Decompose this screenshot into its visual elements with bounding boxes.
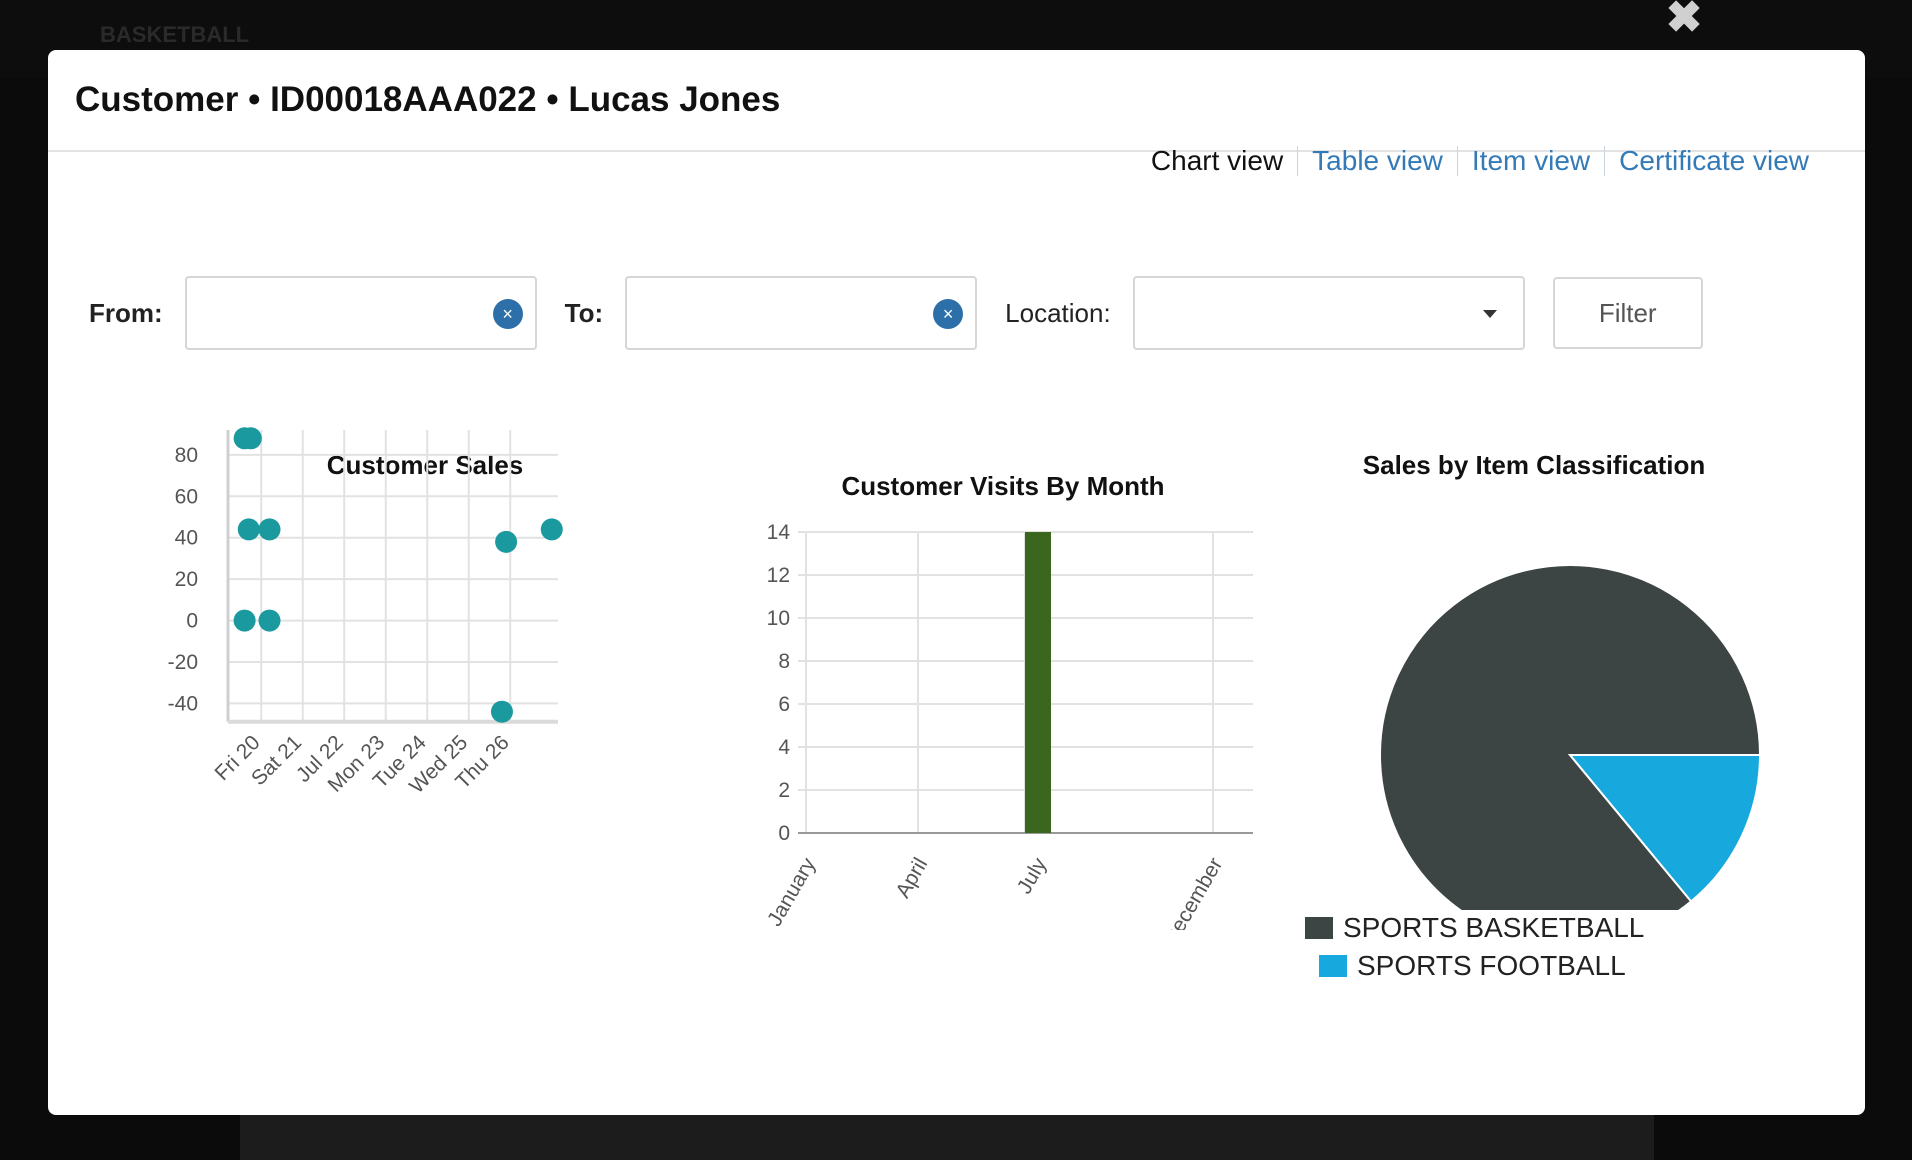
filter-bar: From: × To: × Location: Filter — [89, 276, 1703, 350]
y-tick-label: 14 — [767, 521, 791, 544]
location-label: Location: — [1005, 297, 1111, 328]
from-date-input[interactable] — [186, 278, 505, 348]
background-panel — [240, 1115, 1654, 1160]
modal-header: Customer • ID00018AAA022 • Lucas Jones — [48, 50, 1865, 152]
to-label: To: — [564, 297, 604, 328]
legend-swatch — [1305, 917, 1333, 939]
y-tick-label: 6 — [778, 693, 790, 716]
scatter-point — [495, 530, 518, 553]
to-date-field[interactable]: × — [625, 276, 978, 350]
x-tick-label: December — [1159, 854, 1227, 930]
legend-swatch — [1319, 955, 1347, 977]
y-tick-label: 12 — [767, 564, 790, 587]
scatter-point — [490, 700, 513, 723]
scatter-point — [233, 609, 256, 632]
clear-to-icon[interactable]: × — [933, 299, 964, 329]
y-tick-label: 2 — [778, 779, 790, 802]
clear-from-icon[interactable]: × — [492, 299, 523, 329]
item-classification-title: Sales by Item Classification — [1363, 450, 1705, 480]
from-label: From: — [89, 297, 163, 328]
customer-modal: Customer • ID00018AAA022 • Lucas Jones C… — [48, 50, 1865, 1115]
y-tick-label: 8 — [778, 650, 790, 673]
pie-slice — [1567, 754, 1762, 903]
y-tick-label: -40 — [168, 692, 198, 715]
visits-by-month-chart: Customer Visits By Month 14 12 10 8 6 4 2 0 Jan… — [763, 471, 1253, 930]
scatter-point — [258, 609, 281, 632]
x-tick-label: January — [763, 854, 821, 930]
bar — [1025, 532, 1051, 833]
legend-item: SPORTS FOOTBALL — [1319, 950, 1626, 982]
y-tick-label: 20 — [175, 568, 198, 591]
caret-down-icon — [1482, 310, 1497, 318]
legend-item: SPORTS BASKETBALL — [1305, 912, 1644, 944]
y-tick-label: 4 — [778, 736, 790, 759]
x-tick-label: April — [891, 854, 932, 902]
table-view-link[interactable]: Table view — [1297, 146, 1457, 176]
scatter-point — [237, 518, 260, 541]
y-tick-label: 10 — [767, 607, 790, 630]
x-tick-label: July — [1013, 854, 1052, 898]
y-tick-label: 40 — [175, 527, 198, 550]
item-classification-chart: Sales by Item Classification — [1363, 450, 1762, 910]
scatter-point — [258, 518, 281, 541]
location-select[interactable] — [1132, 276, 1525, 350]
background-page-text: BASKETBALL — [100, 22, 250, 47]
y-tick-label: 80 — [175, 444, 198, 467]
item-view-link[interactable]: Item view — [1456, 146, 1604, 176]
y-tick-label: 0 — [186, 610, 198, 633]
legend-label: SPORTS FOOTBALL — [1357, 950, 1626, 981]
to-date-input[interactable] — [627, 278, 946, 348]
y-tick-label: 60 — [175, 485, 198, 508]
y-tick-label: -20 — [168, 651, 198, 674]
certificate-view-link[interactable]: Certificate view — [1604, 146, 1823, 176]
view-switcher: Chart view Table view Item view Certific… — [1151, 146, 1823, 176]
from-date-field[interactable]: × — [184, 276, 537, 350]
modal-title: Customer • ID00018AAA022 • Lucas Jones — [75, 80, 781, 119]
filter-button[interactable]: Filter — [1552, 277, 1703, 349]
chart-view-link: Chart view — [1150, 145, 1284, 176]
y-tick-label: 0 — [778, 822, 790, 845]
close-icon[interactable]: ✖ — [1665, 0, 1703, 42]
pie-slice — [1379, 564, 1762, 910]
visits-by-month-title: Customer Visits By Month — [841, 471, 1164, 501]
scatter-point — [239, 427, 262, 450]
scatter-point — [540, 518, 563, 541]
legend-label: SPORTS BASKETBALL — [1343, 912, 1645, 943]
